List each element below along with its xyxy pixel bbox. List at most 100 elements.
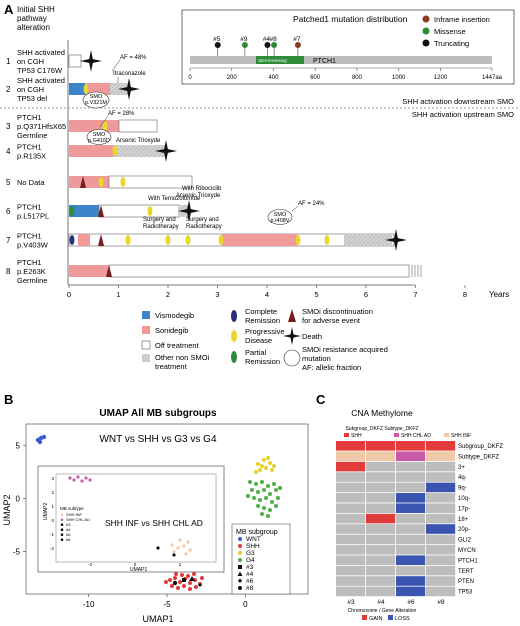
heatmap-col-label: #3 — [347, 599, 355, 606]
inset-legend: Inframe insertion Missense Truncating — [422, 15, 490, 48]
bar-p8-continuation — [411, 265, 422, 277]
header-line-2: pathway — [17, 14, 47, 23]
domain-label: Sterol-sensing — [258, 58, 287, 63]
inset-ticks: 0 200 400 600 800 1000 1200 1447aa — [188, 68, 503, 81]
annot-surgery-2a: Surgery and — [186, 217, 219, 223]
umap-legend-marker — [238, 551, 242, 555]
legend-progressive-2: Disease — [245, 336, 272, 345]
cna-top-legend-label: SHH — [351, 433, 362, 439]
heatmap-cell — [366, 482, 396, 493]
umap-legend-title: MB subgroup — [236, 529, 278, 536]
inset-umap-x-label: UMAP1 — [130, 567, 147, 573]
resistance-circle-icon — [267, 209, 293, 225]
umap-legend-marker — [238, 558, 242, 562]
legend-complete-2: Remission — [245, 316, 280, 325]
x-tick-label: 8 — [463, 290, 467, 299]
progressive-icon — [125, 235, 131, 245]
umap-legend-label: G3 — [246, 550, 255, 557]
annot-af-48: AF = 48% — [120, 55, 147, 61]
bar-p8-sonidegib — [69, 265, 109, 277]
heatmap-cell — [426, 586, 456, 597]
partial-icon — [69, 206, 75, 216]
patient-alteration: p.Q371HfsX65 — [17, 122, 66, 131]
divider-downstream: SHH activation downstream SMO — [402, 97, 514, 106]
inset-legend-dot — [422, 39, 430, 47]
inset-tick-label: 600 — [310, 75, 321, 81]
heatmap-row-label: 9q- — [458, 486, 467, 492]
inset-legend-entry: SHH INF — [66, 512, 83, 517]
heatmap-cell — [336, 555, 366, 565]
heatmap-cell — [426, 472, 456, 482]
umap-inset: SHH INF vs SHH CHL AD -2 0 2 3 2 1 0 -1 -2 UMAP1… — [37, 465, 225, 573]
panel-b: B UMAP All MB subgroups WNT vs SHH vs G3… — [2, 392, 309, 624]
inset-tick-label: 200 — [227, 75, 238, 81]
heatmap-cell — [336, 482, 366, 493]
legend-death: Death — [302, 332, 322, 341]
inset-y-tick: 1 — [51, 504, 54, 509]
cna-row-labels: Subgroup_DKFZ Subtype_DKFZ 3+ 4q- 9q- 10q- 17p… — [458, 444, 503, 596]
heatmap-row-label: TP53 — [458, 590, 473, 596]
heatmap-cell — [366, 565, 396, 576]
umap-y-tick: -5 — [13, 548, 21, 557]
annot-af-28: AF = 28% — [108, 111, 135, 117]
patient-alteration: p.E263K — [17, 267, 46, 276]
mutation-dot — [264, 42, 271, 48]
umap-legend-label: #8 — [246, 585, 254, 592]
umap-legend-marker — [238, 565, 242, 569]
legend-sonidegib: Sonidegib — [155, 326, 188, 335]
umap-legend-label: G4 — [246, 557, 255, 564]
patient-alteration: Germline — [17, 131, 47, 140]
bar-p2-sonidegib — [85, 83, 110, 95]
patient-alteration: PTCH1 — [17, 258, 42, 267]
progressive-icon — [165, 235, 171, 245]
inset-umap-y-label: UMAP2 — [43, 503, 49, 520]
cna-top-legend-label: SHH CHL AD — [401, 433, 431, 439]
inset-mutations: #5 #9 #4 #8 #7 — [213, 36, 301, 56]
heatmap-cell — [426, 565, 456, 576]
heatmap-cell — [396, 586, 426, 597]
inset-legend-label: Truncating — [434, 39, 469, 48]
annot-surgery-1b: Radiotherapy — [143, 224, 179, 230]
heatmap-cell — [336, 472, 366, 482]
umap-legend-label: #3 — [246, 564, 254, 571]
umap-x-tick: -10 — [83, 600, 95, 609]
patient-number: 2 — [6, 85, 11, 94]
legend-off-treatment: Off treatment — [155, 341, 200, 350]
heatmap-row-label: 18+ — [458, 517, 469, 523]
heatmap-row-label: 20p- — [458, 527, 470, 533]
patient-number: 8 — [6, 267, 11, 276]
legend-vismodegib: Vismodegib — [155, 311, 194, 320]
heatmap-cell — [366, 451, 396, 461]
inset-legend-entry: #3 — [66, 522, 71, 527]
heatmap-cell — [396, 472, 426, 482]
heatmap-cell — [396, 555, 426, 565]
heatmap-cell — [426, 493, 456, 503]
cna-top-legend-swatch — [394, 433, 399, 437]
heatmap-cell — [396, 441, 426, 451]
heatmap-cell — [366, 441, 396, 451]
heatmap-row-label: 10q- — [458, 496, 470, 502]
x-tick-label: 2 — [166, 290, 170, 299]
death-icon — [118, 78, 140, 100]
heatmap-cell — [366, 576, 396, 586]
progressive-icon — [218, 235, 224, 245]
panel-c-label: C — [316, 392, 326, 407]
heatmap-cell — [366, 534, 396, 545]
patient-alteration: PTCH1 — [17, 113, 42, 122]
x-tick-label: 3 — [215, 290, 219, 299]
cna-heatmap — [336, 441, 456, 597]
heatmap-row-label: TERT — [458, 569, 474, 575]
patient-alteration: on CGH — [17, 85, 44, 94]
disc-icon — [98, 234, 104, 246]
umap-subtitle: WNT vs SHH vs G3 vs G4 — [99, 434, 216, 445]
patient-alteration: PTCH1 — [17, 143, 42, 152]
patient-alteration: Germline — [17, 276, 47, 285]
cna-legend-swatch — [388, 615, 393, 620]
legend-complete-icon — [231, 310, 237, 322]
cna-bottom-legend: GAIN LOSS — [362, 615, 410, 622]
inset-umap-title: SHH INF vs SHH CHL AD — [105, 518, 203, 528]
heatmap-cell — [396, 493, 426, 503]
cna-top-legend: SHH SHH CHL AD SHH INF — [344, 433, 471, 439]
heatmap-cell — [426, 503, 456, 513]
heatmap-cell — [336, 534, 366, 545]
